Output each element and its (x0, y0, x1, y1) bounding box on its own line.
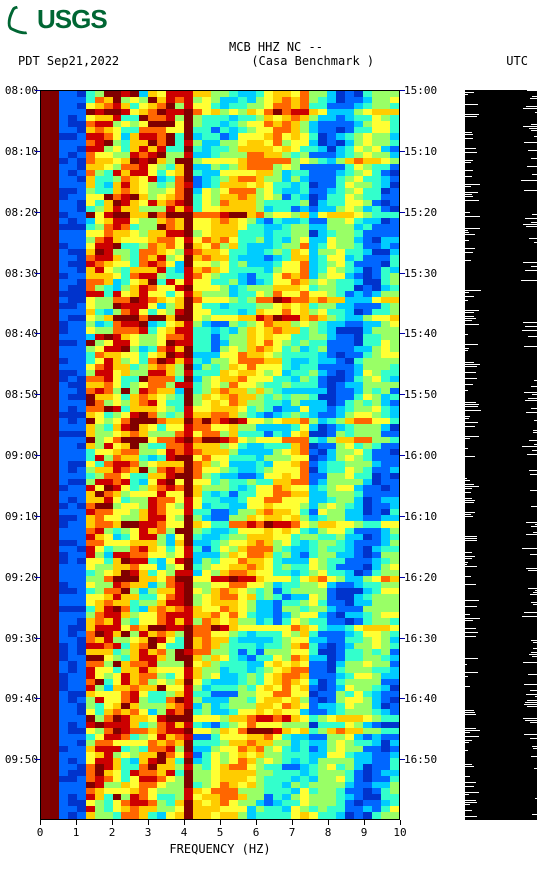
ytick-left: 09:00 (5, 449, 38, 462)
xtick-mark (220, 820, 221, 825)
ytick-left: 09:40 (5, 692, 38, 705)
ytick-right: 15:50 (404, 388, 437, 401)
ytick-right-mark (400, 516, 405, 517)
ytick-left: 08:10 (5, 145, 38, 158)
ytick-right-mark (400, 394, 405, 395)
ytick-right: 16:50 (404, 753, 437, 766)
ytick-left: 09:50 (5, 753, 38, 766)
usgs-logo: USGS (8, 4, 107, 35)
header-left-date: PDT Sep21,2022 (18, 54, 119, 68)
xtick-label: 5 (217, 826, 224, 839)
xtick-label: 7 (289, 826, 296, 839)
xtick-mark (292, 820, 293, 825)
xtick-mark (328, 820, 329, 825)
ytick-left: 08:20 (5, 206, 38, 219)
y-axis-right-utc: 15:0015:1015:2015:3015:4015:5016:0016:10… (400, 90, 450, 820)
xtick-label: 3 (145, 826, 152, 839)
ytick-right: 15:10 (404, 145, 437, 158)
chart-header: MCB HHZ NC -- PDT Sep21,2022 (Casa Bench… (0, 40, 552, 69)
xtick-label: 2 (109, 826, 116, 839)
ytick-left: 08:50 (5, 388, 38, 401)
ytick-right: 15:40 (404, 327, 437, 340)
ytick-right: 16:40 (404, 692, 437, 705)
ytick-right-mark (400, 90, 405, 91)
ytick-right: 16:30 (404, 632, 437, 645)
ytick-right-mark (400, 151, 405, 152)
ytick-left: 09:20 (5, 571, 38, 584)
xtick-label: 9 (361, 826, 368, 839)
xtick-label: 8 (325, 826, 332, 839)
x-axis-label: FREQUENCY (HZ) (40, 842, 400, 856)
ytick-right-mark (400, 333, 405, 334)
xtick-mark (112, 820, 113, 825)
xtick-mark (184, 820, 185, 825)
xtick-mark (148, 820, 149, 825)
header-center-name: (Casa Benchmark ) (251, 54, 374, 68)
xtick-mark (400, 820, 401, 825)
xtick-mark (256, 820, 257, 825)
xtick-label: 1 (73, 826, 80, 839)
ytick-left: 08:30 (5, 267, 38, 280)
x-axis-frequency: FREQUENCY (HZ) 012345678910 (40, 820, 400, 860)
ytick-left: 08:40 (5, 327, 38, 340)
station-id-line: MCB HHZ NC -- (0, 40, 552, 54)
ytick-right: 16:20 (404, 571, 437, 584)
header-right-tz: UTC (506, 54, 528, 68)
ytick-right-mark (400, 638, 405, 639)
ytick-right-mark (400, 759, 405, 760)
ytick-right-mark (400, 577, 405, 578)
xtick-label: 6 (253, 826, 260, 839)
ytick-left: 08:00 (5, 84, 38, 97)
xtick-mark (76, 820, 77, 825)
ytick-right: 16:10 (404, 510, 437, 523)
ytick-right-mark (400, 698, 405, 699)
xtick-label: 10 (393, 826, 406, 839)
y-axis-left-pdt: 08:0008:1008:2008:3008:4008:5009:0009:10… (0, 90, 40, 820)
xtick-mark (364, 820, 365, 825)
ytick-right: 15:20 (404, 206, 437, 219)
spectrogram-heatmap (40, 90, 400, 820)
xtick-mark (40, 820, 41, 825)
ytick-left: 09:30 (5, 632, 38, 645)
usgs-wave-icon (3, 1, 40, 38)
ytick-right-mark (400, 455, 405, 456)
ytick-left: 09:10 (5, 510, 38, 523)
ytick-right-mark (400, 273, 405, 274)
ytick-right: 15:00 (404, 84, 437, 97)
ytick-right: 16:00 (404, 449, 437, 462)
ytick-right-mark (400, 212, 405, 213)
spectrogram-plot (40, 90, 400, 820)
amplitude-sidebar (465, 90, 537, 820)
ytick-right: 15:30 (404, 267, 437, 280)
usgs-logo-text: USGS (37, 4, 107, 35)
xtick-label: 0 (37, 826, 44, 839)
xtick-label: 4 (181, 826, 188, 839)
